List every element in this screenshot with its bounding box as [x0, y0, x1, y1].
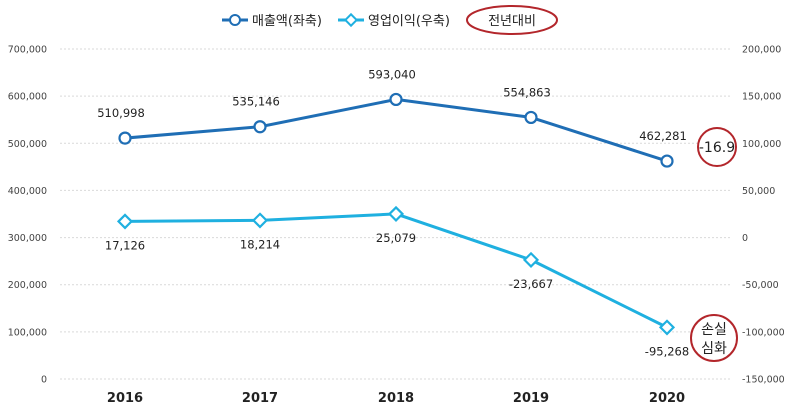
- gridlines: [60, 48, 732, 380]
- left-tick-label: 0: [41, 375, 47, 386]
- left-tick-label: 500,000: [8, 139, 47, 150]
- right-tick-label: 200,000: [742, 45, 781, 56]
- loss-note-line2: 심화: [701, 341, 727, 357]
- loss-note-circle: [690, 314, 738, 362]
- profit-data-label: 17,126: [105, 238, 145, 252]
- change-pct-text: -16.9: [699, 140, 735, 156]
- data-labels: 510,998 535,146 593,040 554,863 462,281 17,12…: [97, 67, 689, 358]
- right-tick-label: 50,000: [742, 186, 775, 197]
- left-tick-label: 100,000: [8, 327, 47, 338]
- markers: [116, 92, 676, 336]
- right-tick-label: -50,000: [742, 280, 779, 291]
- sales-data-label: 593,040: [368, 67, 416, 81]
- sales-marker: [253, 120, 267, 134]
- sales-marker: [118, 131, 132, 145]
- x-tick-label: 2018: [378, 391, 414, 406]
- sales-marker: [524, 110, 538, 125]
- sales-data-label: 535,146: [232, 95, 280, 109]
- left-tick-label: 300,000: [8, 233, 47, 244]
- left-tick-label: 600,000: [8, 92, 47, 103]
- left-tick-label: 400,000: [8, 186, 47, 197]
- legend-marker-profit: [343, 12, 359, 28]
- profit-data-label: -95,268: [645, 344, 689, 358]
- right-tick-label: 100,000: [742, 139, 781, 150]
- profit-marker: [387, 205, 405, 222]
- legend-yoy-label: 전년대비: [488, 14, 536, 29]
- left-tick-label: 200,000: [8, 280, 47, 291]
- x-tick-label: 2016: [107, 391, 143, 406]
- right-tick-label: -150,000: [742, 375, 785, 386]
- profit-marker: [251, 212, 269, 229]
- sales-marker: [660, 154, 674, 168]
- legend-label-sales: 매출액(좌축): [252, 14, 322, 29]
- legend-yoy-oval: [466, 5, 558, 35]
- profit-marker: [116, 213, 134, 230]
- profit-marker: [522, 251, 540, 268]
- sales-data-label: 462,281: [639, 129, 687, 143]
- annotations: -16.9 손실 심화: [690, 127, 738, 362]
- legend-marker-sales: [229, 14, 241, 26]
- loss-note-line1: 손실: [701, 322, 727, 338]
- profit-data-label: 18,214: [240, 237, 280, 251]
- left-tick-label: 700,000: [8, 45, 47, 56]
- sales-data-label: 510,998: [97, 106, 145, 120]
- series-line-sales: [124, 97, 668, 163]
- change-pct-circle: [697, 127, 737, 167]
- right-axis: -150,000 -100,000 -50,000 0 50,000 100,000 150…: [742, 45, 785, 386]
- legend: 매출액(좌축) 영업이익(우축) 전년대비: [222, 5, 558, 35]
- sales-marker: [389, 92, 403, 107]
- x-tick-label: 2017: [242, 391, 278, 406]
- x-tick-label: 2019: [513, 391, 549, 406]
- x-axis: 2016 2017 2018 2019 2020: [107, 391, 685, 406]
- legend-label-profit: 영업이익(우축): [368, 14, 450, 29]
- right-tick-label: 0: [742, 233, 748, 244]
- right-tick-label: 150,000: [742, 92, 781, 103]
- profit-data-label: 25,079: [376, 231, 416, 245]
- profit-marker: [658, 319, 676, 336]
- right-tick-label: -100,000: [742, 327, 785, 338]
- left-axis: 0 100,000 200,000 300,000 400,000 500,000 600,…: [8, 45, 47, 386]
- x-tick-label: 2020: [649, 391, 685, 406]
- profit-data-label: -23,667: [509, 277, 553, 291]
- sales-data-label: 554,863: [503, 85, 551, 99]
